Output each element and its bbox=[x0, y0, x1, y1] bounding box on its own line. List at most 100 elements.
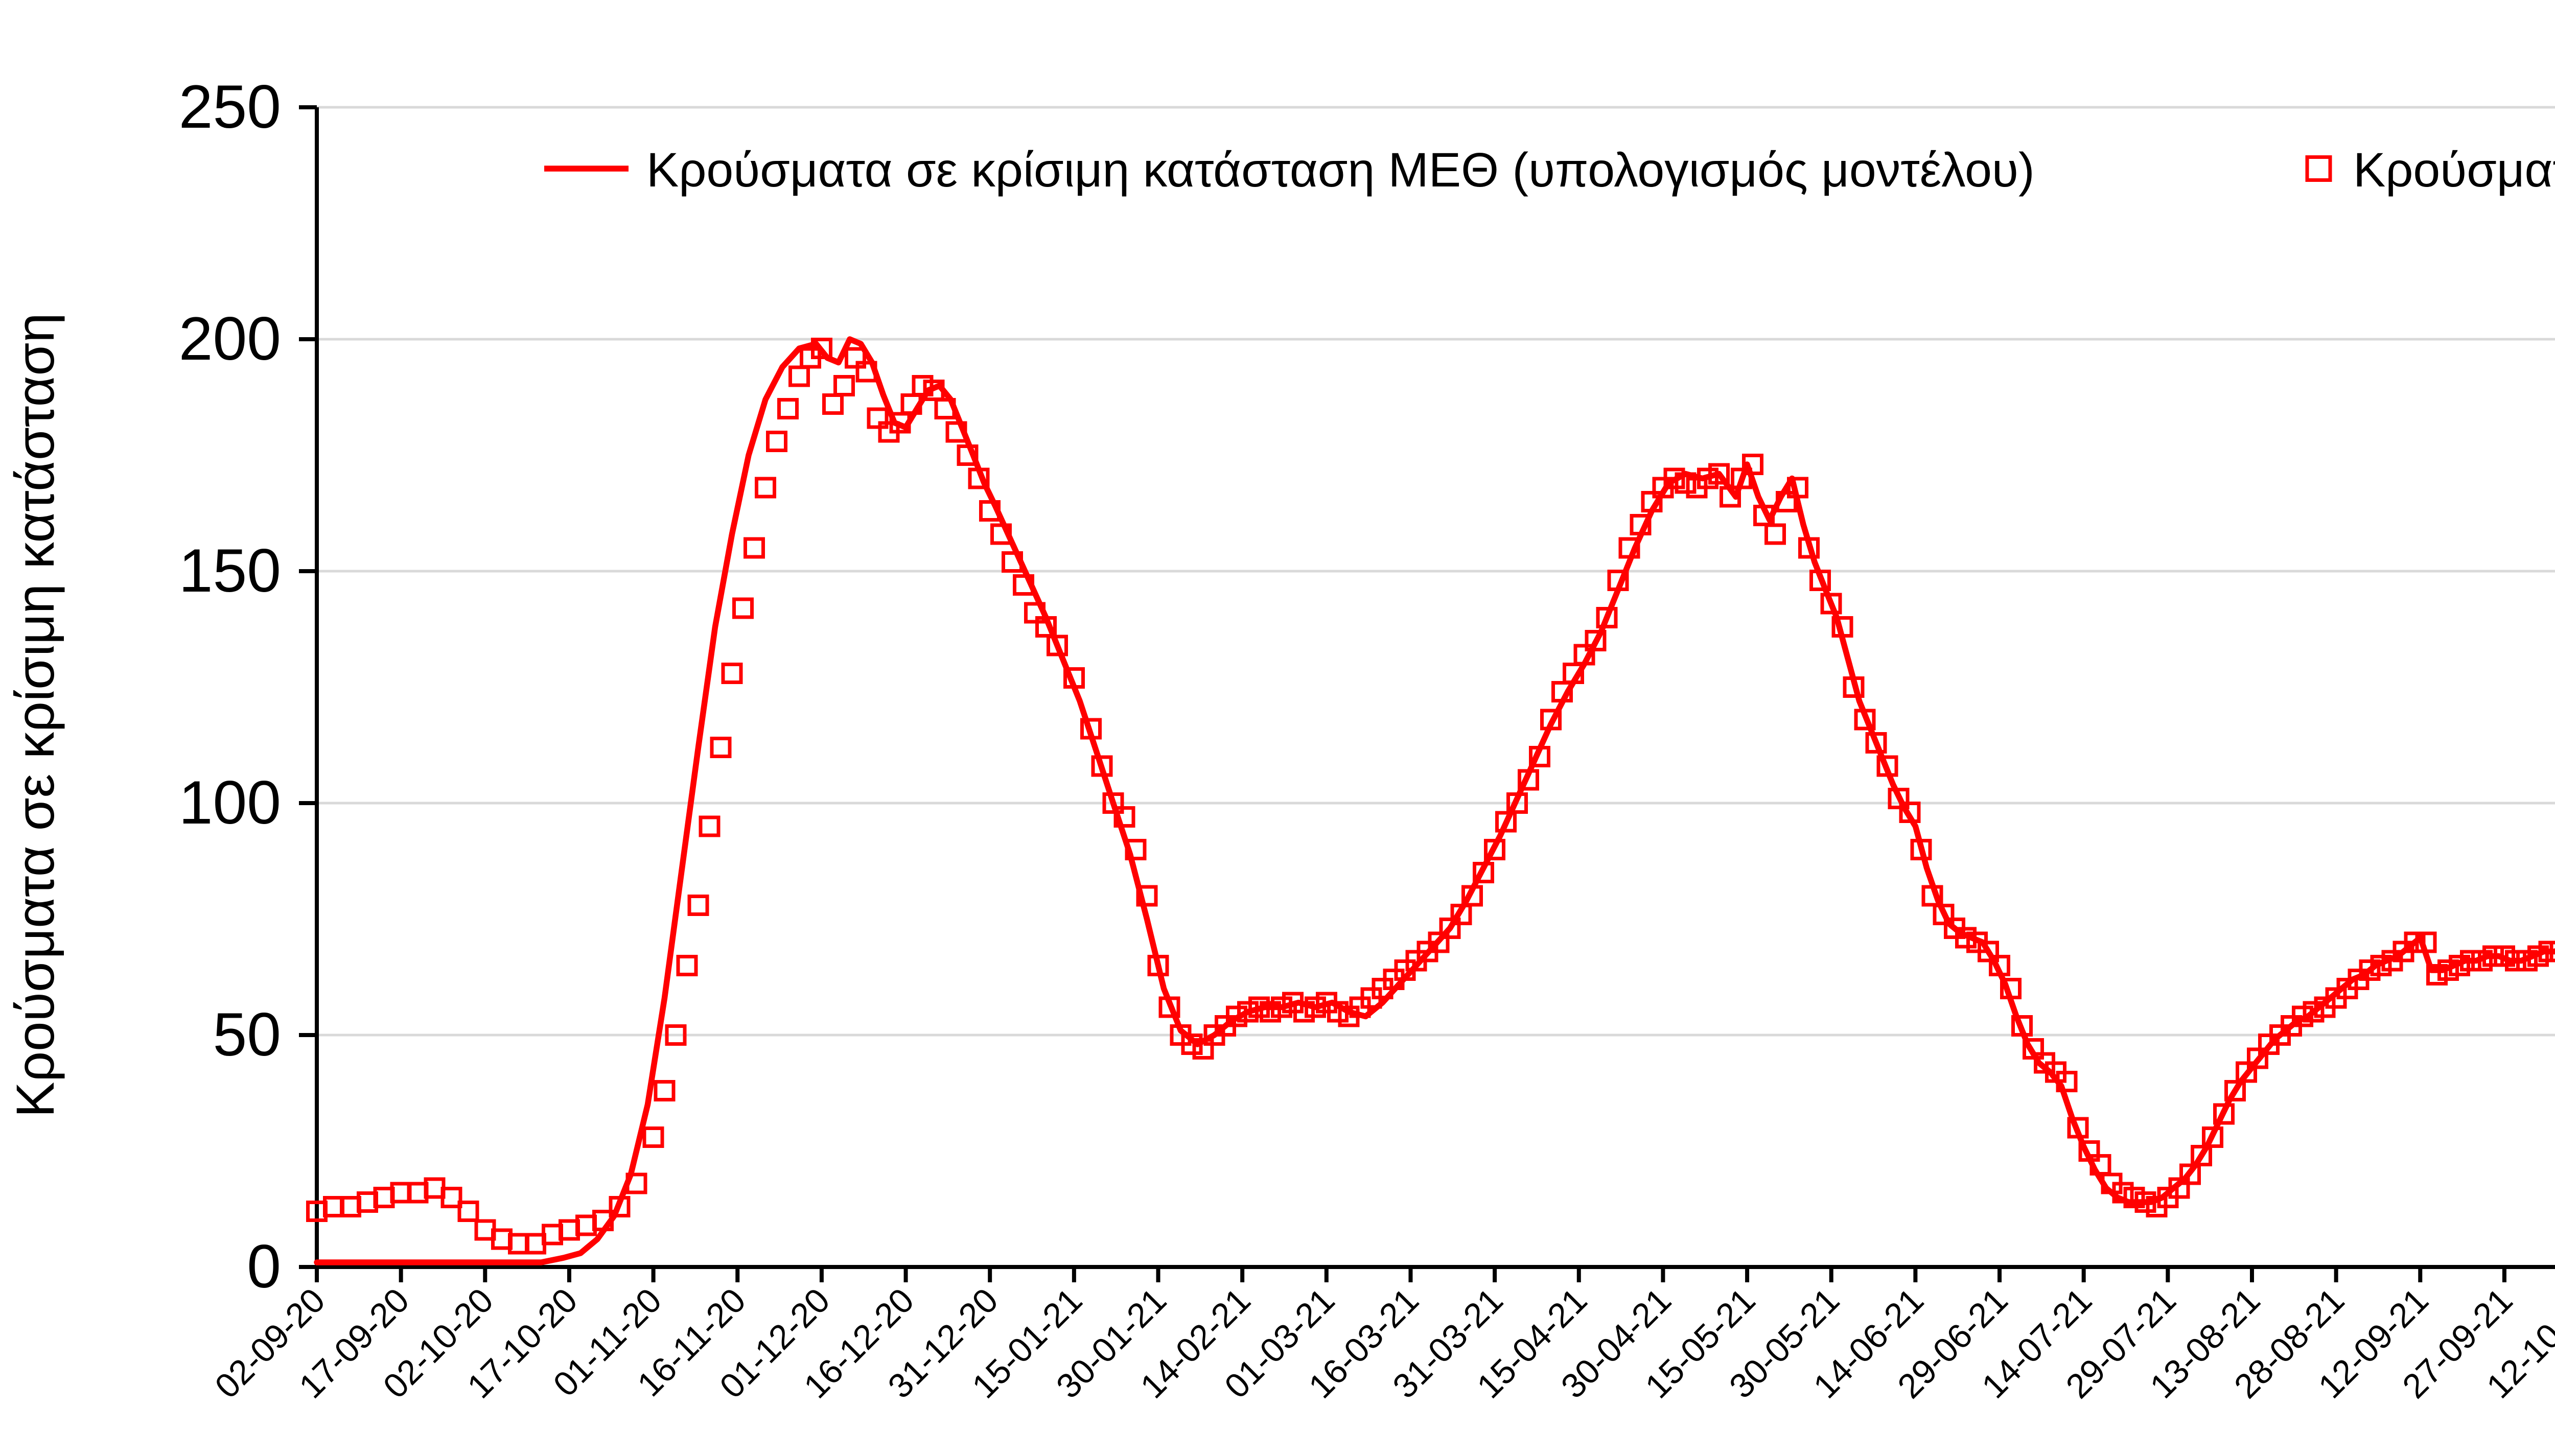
confirmed-point bbox=[1305, 996, 1326, 1018]
confirmed-point bbox=[968, 467, 990, 489]
confirmed-point bbox=[1125, 839, 1147, 861]
confirmed-point bbox=[1742, 454, 1764, 476]
confirmed-point bbox=[1978, 941, 2000, 962]
confirmed-point bbox=[2471, 950, 2493, 972]
y-tick-label: 0 bbox=[247, 1232, 281, 1301]
confirmed-point bbox=[676, 955, 698, 976]
confirmed-point bbox=[1720, 486, 1741, 508]
confirmed-point bbox=[1237, 1001, 1259, 1023]
confirmed-point bbox=[2056, 1070, 2078, 1092]
confirmed-point bbox=[1551, 680, 1573, 702]
confirmed-point bbox=[699, 815, 721, 837]
confirmed-point bbox=[2448, 955, 2470, 976]
model-line bbox=[314, 336, 2555, 1265]
confirmed-point bbox=[457, 1201, 479, 1223]
confirmed-point bbox=[1809, 569, 1831, 591]
axes bbox=[315, 107, 2555, 1269]
confirmed-point bbox=[642, 1126, 664, 1148]
confirmed-point bbox=[1663, 467, 1685, 489]
confirmed-point bbox=[1293, 1001, 1315, 1023]
confirmed-point bbox=[833, 375, 855, 396]
confirmed-point bbox=[2494, 945, 2516, 967]
confirmed-point bbox=[2168, 1177, 2190, 1199]
confirmed-point bbox=[867, 407, 889, 429]
confirmed-point bbox=[2179, 1163, 2201, 1185]
confirmed-point bbox=[1428, 931, 1450, 953]
confirmed-point bbox=[1147, 955, 1169, 976]
legend-label-confirmed: Κρούσματα σε κρίσιμη κατάσταση ΜΕΘ (επιβ… bbox=[2353, 143, 2555, 197]
confirmed-point bbox=[2213, 1103, 2235, 1125]
confirmed-point bbox=[990, 523, 1012, 545]
confirmed-point bbox=[1854, 709, 1876, 731]
confirmed-point bbox=[2224, 1080, 2246, 1101]
confirmed-point bbox=[1899, 802, 1921, 823]
confirmed-point bbox=[1764, 523, 1786, 545]
confirmed-point bbox=[744, 537, 765, 559]
confirmed-point bbox=[1820, 593, 1842, 615]
confirmed-point bbox=[1439, 917, 1461, 939]
confirmed-point bbox=[2527, 945, 2549, 967]
confirmed-point bbox=[1641, 490, 1663, 512]
confirmed-point bbox=[1063, 667, 1085, 689]
confirmed-point bbox=[2370, 955, 2392, 976]
x-tick-marks bbox=[315, 1267, 2506, 1282]
confirmed-point bbox=[2123, 1186, 2145, 1208]
confirmed-point bbox=[979, 500, 1001, 522]
confirmed-point bbox=[811, 337, 833, 359]
chart-legend: Κρούσματα σε κρίσιμη κατάσταση ΜΕΘ (υπολ… bbox=[544, 143, 2555, 197]
y-tick-label: 250 bbox=[179, 73, 281, 141]
y-axis-title: Κρούσματα σε κρίσιμη κατάσταση bbox=[6, 313, 65, 1117]
confirmed-point bbox=[1158, 996, 1180, 1018]
confirmed-point bbox=[1260, 1001, 1282, 1023]
horizontal-gridlines bbox=[317, 106, 2555, 1037]
model-line-series bbox=[314, 336, 2555, 1265]
confirmed-point bbox=[1450, 904, 1472, 925]
confirmed-point bbox=[1091, 755, 1113, 777]
confirmed-point bbox=[1271, 996, 1293, 1018]
confirmed-point bbox=[625, 1172, 647, 1194]
confirmed-point bbox=[2246, 1047, 2268, 1069]
confirmed-point bbox=[1047, 635, 1068, 656]
confirmed-point bbox=[1518, 769, 1540, 791]
confirmed-point bbox=[1955, 927, 1977, 949]
confirmed-point bbox=[1618, 537, 1640, 559]
confirmed-point bbox=[934, 398, 956, 419]
confirmed-point bbox=[1573, 644, 1595, 666]
confirmed-point bbox=[2482, 945, 2504, 967]
confirmed-point bbox=[1843, 676, 1865, 698]
confirmed-point bbox=[592, 1209, 614, 1231]
confirmed-point bbox=[2078, 1140, 2100, 1162]
confirmed-point bbox=[710, 737, 732, 759]
confirmed-point bbox=[2134, 1191, 2156, 1213]
legend-label-model: Κρούσματα σε κρίσιμη κατάσταση ΜΕΘ (υπολ… bbox=[646, 143, 2035, 197]
confirmed-point bbox=[2504, 950, 2526, 972]
confirmed-point bbox=[1461, 885, 1483, 907]
confirmed-point bbox=[2292, 1005, 2314, 1027]
confirmed-point bbox=[732, 597, 754, 619]
confirmed-point bbox=[1035, 616, 1057, 638]
confirmed-point bbox=[2516, 950, 2538, 972]
y-tick-marks bbox=[299, 105, 317, 1269]
confirmed-point bbox=[2415, 931, 2437, 953]
confirmed-point bbox=[1113, 806, 1135, 828]
y-tick-labels: 0 50 100 150 200 250 bbox=[179, 73, 281, 1301]
confirmed-point bbox=[777, 398, 799, 419]
confirmed-point bbox=[1024, 602, 1046, 624]
confirmed-point bbox=[1563, 663, 1584, 685]
confirmed-point bbox=[1730, 467, 1752, 489]
confirmed-point bbox=[721, 663, 743, 685]
confirmed-point bbox=[2112, 1182, 2134, 1204]
confirmed-point bbox=[923, 380, 945, 402]
confirmed-point bbox=[1630, 513, 1652, 535]
confirmed-point bbox=[2460, 950, 2482, 972]
confirmed-point bbox=[855, 361, 877, 383]
confirmed-point bbox=[766, 431, 788, 453]
y-tick-label: 50 bbox=[213, 1000, 281, 1069]
confirmed-point bbox=[2011, 1015, 2033, 1037]
confirmed-point bbox=[1675, 472, 1697, 494]
confirmed-point bbox=[1102, 792, 1124, 814]
confirmed-point bbox=[1921, 885, 1943, 907]
confirmed-point bbox=[889, 412, 911, 434]
confirmed-point bbox=[1697, 467, 1719, 489]
confirmed-point bbox=[822, 393, 844, 415]
